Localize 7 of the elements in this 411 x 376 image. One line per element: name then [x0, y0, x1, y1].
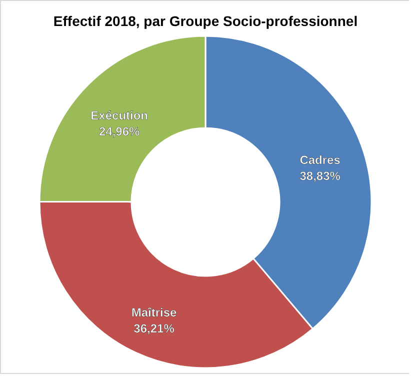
slice-label: Maîtrise — [131, 306, 178, 320]
data-label: 38,83% — [300, 169, 341, 184]
slice-label: Exécution — [90, 108, 148, 123]
data-label: 24,96% — [98, 124, 140, 139]
chart-title: Effectif 2018, par Groupe Socio-professionnel — [53, 13, 358, 29]
data-label: 36,21% — [134, 322, 175, 336]
slice-label: Cadres — [300, 153, 341, 168]
